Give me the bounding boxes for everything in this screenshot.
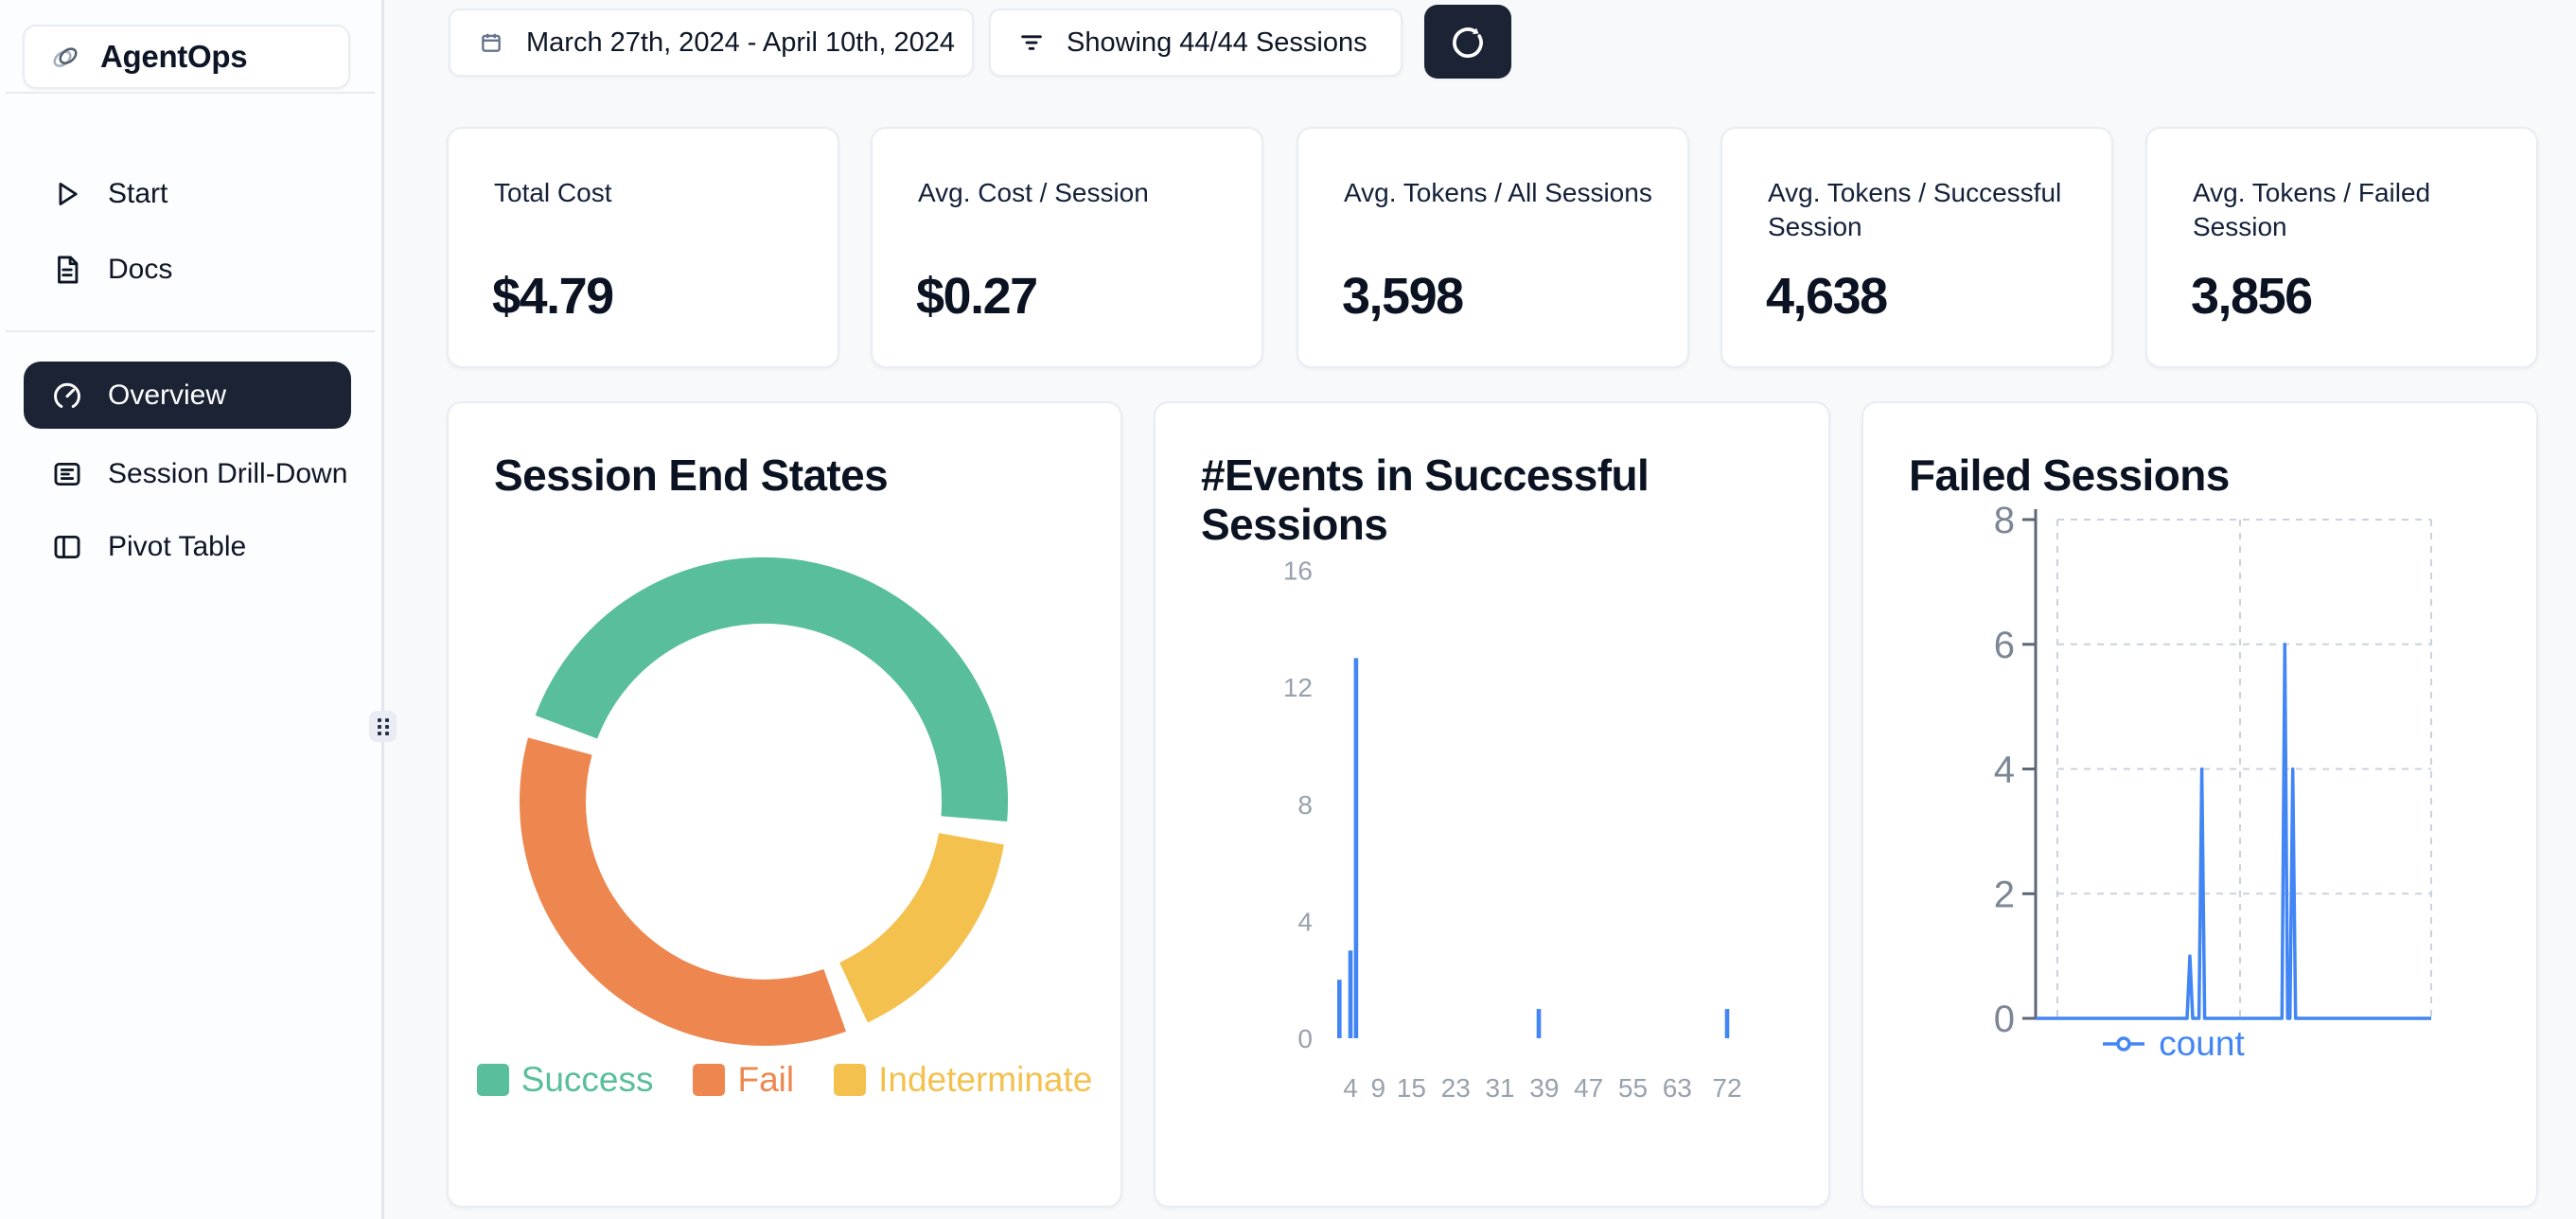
sessions-filter-button[interactable]: Showing 44/44 Sessions [989,9,1403,77]
legend-label: Fail [737,1060,795,1099]
play-icon [59,182,78,206]
sidebar-divider [6,330,375,332]
svg-text:55: 55 [1618,1073,1648,1103]
events-in-successful-sessions-card: #Events in Successful Sessions 0 4 8 12 16 4 9… [1154,401,1830,1208]
chart-title: Session End States [494,450,889,500]
svg-text:9: 9 [1370,1073,1385,1103]
stat-label: Avg. Tokens / Failed Session [2193,178,2431,241]
sidebar-item-label: Overview [108,379,227,411]
svg-text:4: 4 [1297,907,1313,936]
legend-item-success[interactable]: Success [476,1060,654,1100]
svg-text:0: 0 [1297,1024,1313,1053]
sidebar-item-pivot-table[interactable]: Pivot Table [24,514,351,580]
svg-text:8: 8 [1297,790,1313,820]
agentops-logo-icon [53,47,78,67]
agentops-logo[interactable]: AgentOps [23,25,350,89]
refresh-button[interactable] [1424,5,1511,79]
calendar-icon [482,33,501,52]
session-end-states-donut-chart [520,556,1008,1046]
svg-text:31: 31 [1485,1073,1514,1103]
date-range-label: March 27th, 2024 - April 10th, 2024 [526,26,956,58]
legend-label: Success [520,1060,654,1099]
sidebar-item-docs[interactable]: Docs [24,237,351,303]
svg-text:0: 0 [1994,998,2015,1040]
refresh-icon [1453,27,1483,58]
sidebar-resize-handle[interactable] [369,711,397,742]
success-swatch-icon [476,1064,509,1096]
gauge-icon [54,382,80,408]
sidebar-resize-divider [381,0,384,1219]
stat-value: 3,856 [2191,268,2313,325]
sidebar-item-label: Docs [108,254,173,285]
stat-label: Avg. Tokens / All Sessions [1344,178,1652,207]
legend-label: Indeterminate [878,1060,1093,1099]
sidebar-item-label: Pivot Table [108,531,247,562]
filter-icon [1021,35,1042,50]
svg-text:4: 4 [1994,750,2015,791]
stat-card-avg-tokens-failed: Avg. Tokens / Failed Session 3,856 [2145,127,2538,368]
sessions-filter-label: Showing 44/44 Sessions [1067,26,1367,58]
docs-icon [58,256,79,284]
stat-label: Avg. Tokens / Successful Session [1768,178,2062,241]
stat-label: Avg. Cost / Session [918,178,1149,207]
svg-text:8: 8 [1994,500,2015,541]
app-title: AgentOps [100,39,248,74]
sidebar-item-overview[interactable]: Overview [24,362,351,429]
failed-sessions-line-chart: 0 2 4 6 8 [1994,500,2432,1040]
svg-text:16: 16 [1283,556,1313,586]
session-end-states-card: Session End States Success Fail Indeterm… [447,401,1122,1208]
grip-dots-icon [377,717,389,735]
stat-card-avg-cost-session: Avg. Cost / Session $0.27 [871,127,1263,368]
stat-value: 4,638 [1766,268,1888,325]
stat-value: 3,598 [1342,268,1464,325]
failed-sessions-card: Failed Sessions 0 2 4 6 8 count [1861,401,2538,1208]
svg-text:15: 15 [1397,1073,1426,1103]
svg-text:39: 39 [1529,1073,1559,1103]
svg-text:63: 63 [1663,1073,1692,1103]
stat-card-total-cost: Total Cost $4.79 [447,127,839,368]
list-icon [54,462,80,486]
count-legend-marker-icon [2103,1036,2145,1051]
svg-text:12: 12 [1283,673,1313,702]
legend-item-fail[interactable]: Fail [693,1060,794,1100]
sidebar: AgentOps Start Docs Overview Session Dri… [0,0,381,1219]
chart-title: Failed Sessions [1909,450,2230,500]
pivot-icon [54,535,80,559]
svg-text:47: 47 [1574,1073,1603,1103]
count-legend[interactable]: count [1837,1024,2510,1064]
stat-value: $4.79 [492,268,614,325]
fail-swatch-icon [693,1064,726,1096]
svg-text:72: 72 [1712,1073,1741,1103]
stat-value: $0.27 [916,268,1038,325]
donut-legend: Success Fail Indeterminate [449,1060,1120,1100]
sidebar-divider [6,92,375,94]
date-range-button[interactable]: March 27th, 2024 - April 10th, 2024 [449,9,974,77]
stat-label: Total Cost [494,178,612,207]
stat-card-avg-tokens-successful: Avg. Tokens / Successful Session 4,638 [1720,127,2113,368]
svg-text:23: 23 [1441,1073,1471,1103]
sidebar-item-start[interactable]: Start [24,161,351,227]
svg-text:2: 2 [1994,874,2015,915]
svg-text:6: 6 [1994,625,2015,666]
chart-title: #Events in Successful Sessions [1201,450,1650,550]
sidebar-item-label: Start [108,178,168,209]
svg-text:4: 4 [1343,1073,1358,1103]
indeterminate-swatch-icon [834,1064,867,1096]
count-legend-label: count [2159,1024,2245,1063]
sidebar-item-label: Session Drill-Down [108,458,348,489]
sidebar-item-session-drill-down[interactable]: Session Drill-Down [24,441,351,507]
legend-item-indeterminate[interactable]: Indeterminate [834,1060,1092,1100]
stat-card-avg-tokens-all: Avg. Tokens / All Sessions 3,598 [1297,127,1689,368]
